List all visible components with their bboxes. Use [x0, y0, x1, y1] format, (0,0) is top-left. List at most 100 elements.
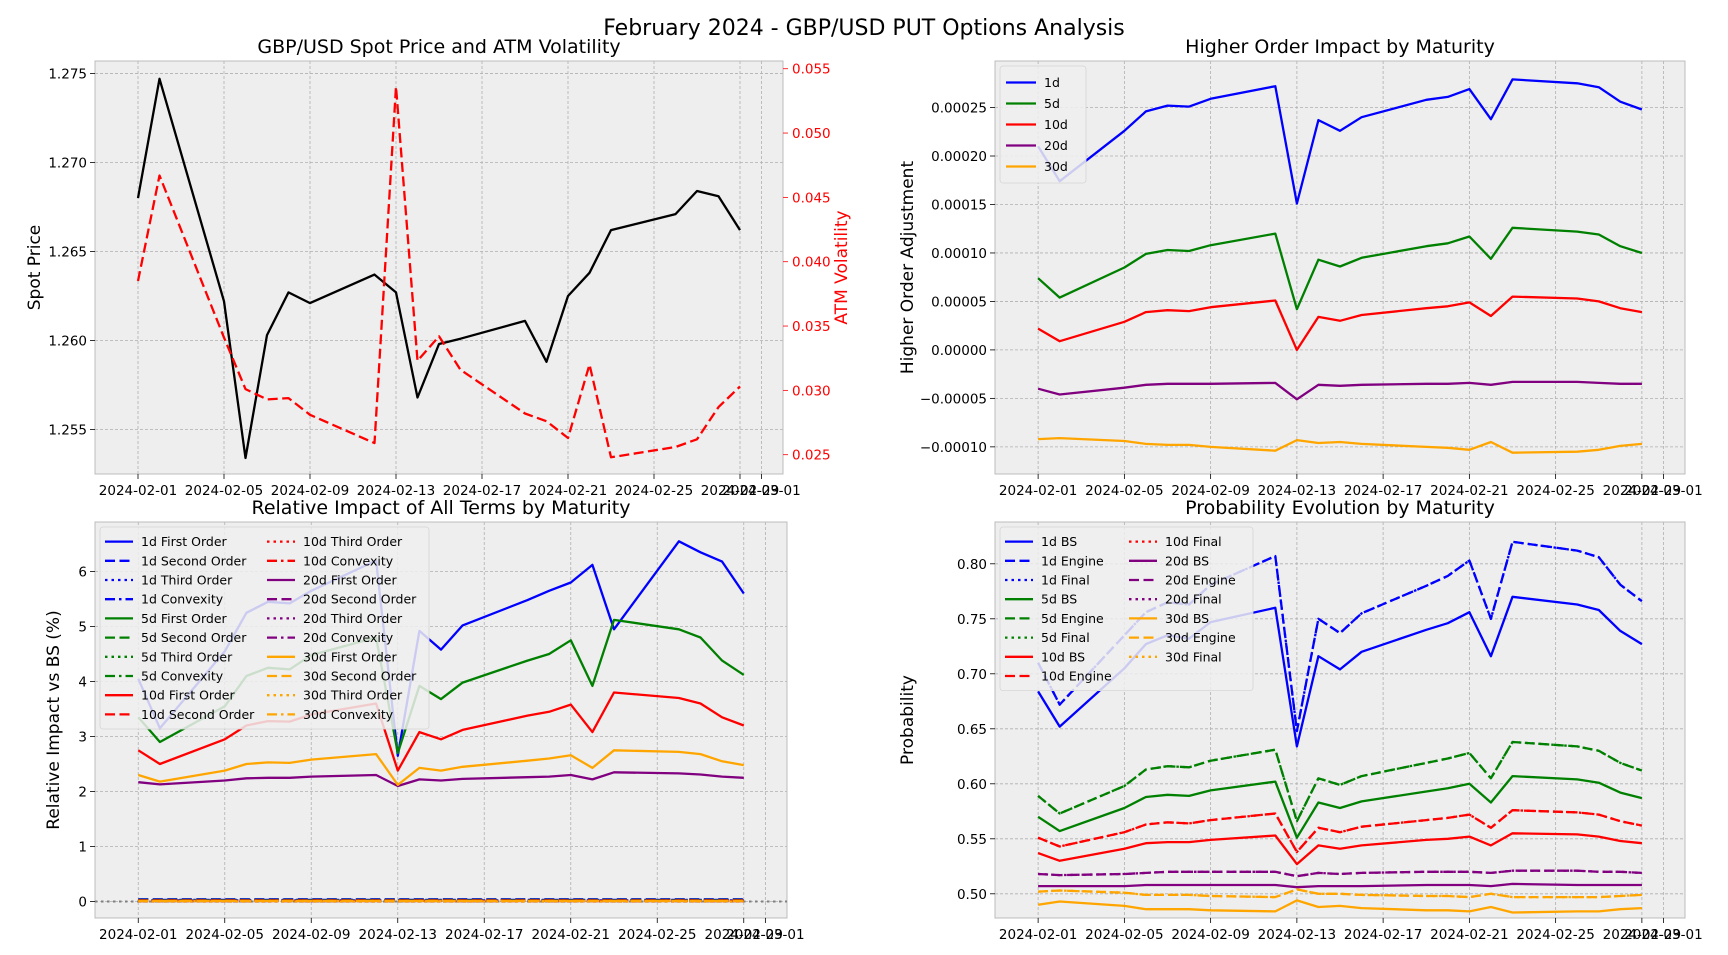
y-right-tick-label: 0.050 — [792, 126, 831, 142]
legend-label: 10d Engine — [1041, 669, 1112, 684]
legend-label: 10d BS — [1041, 649, 1085, 664]
x-tick-label: 2024-03-01 — [1624, 927, 1702, 943]
x-tick-label: 2024-02-05 — [186, 927, 264, 943]
y-tick-label: 0.00015 — [931, 197, 987, 213]
x-tick-label: 2024-02-09 — [271, 483, 349, 499]
y-tick-label: −0.00010 — [920, 440, 987, 456]
x-tick-label: 2024-02-13 — [357, 483, 435, 499]
legend-label: 20d First Order — [303, 573, 397, 588]
x-tick-label: 2024-02-29 — [701, 483, 779, 499]
x-tick-label: 2024-02-09 — [1171, 927, 1249, 943]
y-right-tick-label: 0.045 — [792, 190, 831, 206]
x-tick-label: 2024-02-01 — [999, 927, 1077, 943]
legend-label: 10d First Order — [141, 688, 235, 703]
series-line-20d-bs — [1038, 882, 1642, 889]
series-line-30d-final — [1038, 888, 1642, 899]
legend-label: 1d Convexity — [141, 592, 224, 607]
chart-title: GBP/USD Spot Price and ATM Volatility — [257, 36, 620, 58]
legend-frame — [99, 526, 430, 730]
chart-title: Higher Order Impact by Maturity — [1185, 36, 1495, 58]
y-axis-label: Probability — [898, 675, 918, 765]
legend-label: 1d Second Order — [141, 553, 247, 568]
legend-label: 10d Convexity — [303, 553, 394, 568]
y-tick-label: 0.00025 — [931, 101, 987, 117]
legend-label: 1d Engine — [1041, 553, 1104, 568]
x-tick-label: 2024-02-01 — [99, 927, 177, 943]
panel-spot-vol: 2024-02-01 2024-02-05 2024-02-09 2024-02-13… — [25, 36, 852, 499]
y-tick-label: 6 — [78, 565, 87, 581]
x-tick-label: 2024-02-25 — [615, 483, 693, 499]
x-tick-label: 2024-02-21 — [529, 483, 607, 499]
x-tick-label: 2024-02-25 — [1516, 483, 1594, 499]
axes-frame — [94, 60, 784, 475]
series-line-10d — [1037, 295, 1643, 352]
legend-label: 5d First Order — [141, 611, 228, 626]
panel-higher-order: 2024-02-01 2024-02-05 2024-02-09 2024-02-13… — [898, 36, 1703, 499]
x-tick-label: 2024-02-21 — [1430, 483, 1508, 499]
y-tick-label: 1.275 — [48, 66, 87, 82]
y-axis-label: Higher Order Adjustment — [898, 161, 918, 375]
y-tick-label: 1.255 — [48, 422, 87, 438]
y-tick-label: 0.65 — [957, 722, 987, 738]
legend-label: 20d Engine — [1165, 573, 1236, 588]
series-line-20d-first-order — [138, 771, 744, 788]
series-line-10d-engine — [1037, 809, 1643, 854]
y-tick-label: −0.00005 — [920, 391, 987, 407]
y-tick-label: 0.00005 — [931, 294, 987, 310]
series-line-30d-bs — [1037, 899, 1642, 914]
legend-label: 20d Second Order — [303, 592, 417, 607]
legend-label: 30d BS — [1165, 611, 1209, 626]
legend-label: 20d — [1044, 138, 1068, 153]
y-tick-label: 0.75 — [957, 612, 987, 628]
series-line-30d-first-order — [137, 749, 744, 787]
y-tick-label: 0.60 — [957, 777, 987, 793]
legend-label: 30d First Order — [303, 649, 397, 664]
x-tick-label: 2024-02-13 — [359, 927, 437, 943]
x-tick-label: 2024-03-01 — [1624, 483, 1702, 499]
figure-title: February 2024 - GBP/USD PUT Options Anal… — [603, 16, 1125, 41]
y-right-tick-label: 0.025 — [792, 448, 831, 464]
series-line-5d-bs — [1037, 774, 1643, 839]
x-tick-label: 2024-02-01 — [99, 483, 177, 499]
y-right-tick-label: 0.030 — [792, 383, 831, 399]
panel-probability: 2024-02-01 2024-02-05 2024-02-09 2024-02-13… — [898, 497, 1703, 943]
series-line-30d — [1038, 436, 1643, 454]
y-right-tick-label: 0.055 — [792, 62, 831, 78]
axes-frame — [994, 60, 1686, 475]
x-tick-label: 2024-02-21 — [532, 927, 610, 943]
legend-frame — [999, 526, 1254, 692]
legend-label: 10d Third Order — [303, 534, 403, 549]
y-tick-label: 0.00010 — [931, 246, 987, 262]
legend-label: 30d Final — [1165, 649, 1222, 664]
x-tick-label: 2024-02-17 — [443, 483, 521, 499]
x-tick-label: 2024-02-21 — [1430, 927, 1508, 943]
legend-label: 10d Final — [1165, 534, 1222, 549]
x-tick-label: 2024-02-25 — [618, 927, 696, 943]
legend-label: 10d Second Order — [141, 707, 255, 722]
y-right-axis-label: ATM Volatility — [832, 210, 852, 324]
x-tick-label: 2024-02-13 — [1258, 483, 1336, 499]
legend-label: 10d — [1044, 117, 1068, 132]
series-layer — [1037, 78, 1643, 454]
y-tick-label: 0.80 — [957, 557, 987, 573]
legend: 1d 5d 10d 20d 30d — [999, 65, 1087, 184]
plot-area — [95, 61, 783, 474]
legend-label: 20d Convexity — [303, 630, 394, 645]
legend-label: 5d Final — [1041, 630, 1090, 645]
legend: 1d BS 1d Engine 1d Final 5d BS 5d Engine 5d F… — [999, 526, 1254, 692]
legend: 1d First Order 1d Second Order 1d Third Or… — [99, 526, 430, 730]
legend-label: 1d Final — [1041, 573, 1090, 588]
x-tick-label: 2024-02-17 — [1344, 927, 1422, 943]
axes-frame — [994, 521, 1686, 919]
series-line-1d — [1037, 78, 1643, 205]
legend-label: 30d Convexity — [303, 707, 394, 722]
y-tick-label: 0.00000 — [931, 343, 987, 359]
x-tick-label: 2024-03-01 — [726, 927, 804, 943]
y-right-tick-label: 0.035 — [792, 319, 831, 335]
legend-label: 5d — [1044, 96, 1060, 111]
x-tick-label: 2024-02-09 — [1171, 483, 1249, 499]
y-right-tick-label: 0.040 — [792, 255, 831, 271]
legend-label: 1d First Order — [141, 534, 228, 549]
x-tick-label: 2024-02-29 — [1603, 927, 1681, 943]
y-tick-label: 0.50 — [957, 887, 987, 903]
